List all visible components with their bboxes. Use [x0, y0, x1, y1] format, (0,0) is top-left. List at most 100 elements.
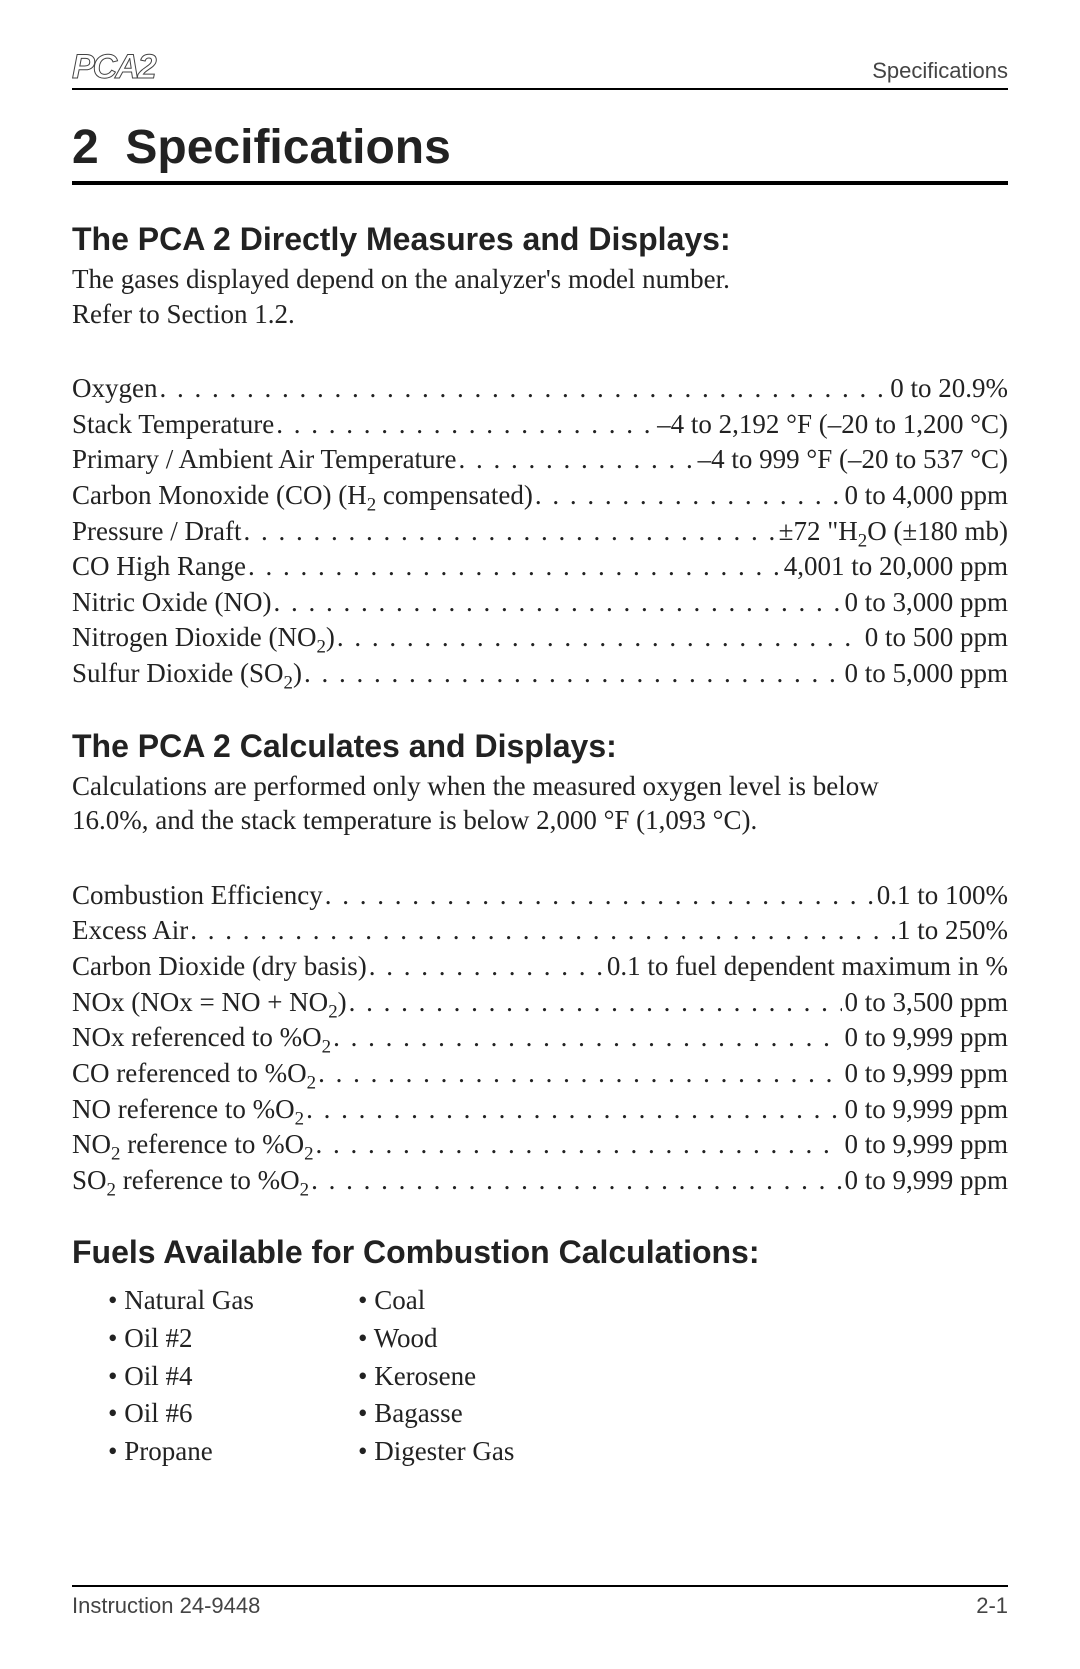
fuel-item: Bagasse [358, 1396, 658, 1432]
spec-value: 0 to 3,000 ppm [844, 585, 1008, 621]
fuel-item: Oil #4 [108, 1359, 358, 1395]
spec-dot-leader: . . . . . . . . . . . . . . . . . . . . … [535, 478, 843, 514]
spec-dot-leader: . . . . . . . . . . . . . . . . . . . . … [273, 585, 842, 621]
spec-value: 0 to 9,999 ppm [844, 1020, 1008, 1056]
spec-label: Nitrogen Dioxide (NO2) [72, 620, 335, 656]
fuel-item: Oil #6 [108, 1396, 358, 1432]
fuel-item: Natural Gas [108, 1283, 358, 1319]
spec-label: Carbon Monoxide (CO) (H2 compensated) [72, 478, 533, 514]
spec-dot-leader: . . . . . . . . . . . . . . . . . . . . … [190, 913, 895, 949]
spec-dot-leader: . . . . . . . . . . . . . . . . . . . . … [459, 442, 696, 478]
spec-row: Carbon Monoxide (CO) (H2 compensated) . … [72, 478, 1008, 514]
spec-value: 0 to 20.9% [890, 371, 1008, 407]
calculates-intro-line-1: Calculations are performed only when the… [72, 769, 1008, 804]
spec-dot-leader: . . . . . . . . . . . . . . . . . . . . … [333, 1020, 842, 1056]
fuel-item: Propane [108, 1434, 358, 1470]
spec-row: Excess Air . . . . . . . . . . . . . . .… [72, 913, 1008, 949]
spec-label: Pressure / Draft [72, 514, 241, 550]
footer-right: 2-1 [976, 1593, 1008, 1619]
spec-row: Nitric Oxide (NO) . . . . . . . . . . . … [72, 585, 1008, 621]
measures-intro-line-1: The gases displayed depend on the analyz… [72, 262, 1008, 297]
spec-dot-leader: . . . . . . . . . . . . . . . . . . . . … [318, 1056, 842, 1092]
fuel-item: Kerosene [358, 1359, 658, 1395]
spec-label: CO referenced to %O2 [72, 1056, 316, 1092]
chapter-title-text: Specifications [125, 121, 450, 174]
spec-value: 1 to 250% [897, 913, 1008, 949]
spec-row: Primary / Ambient Air Temperature . . . … [72, 442, 1008, 478]
fuels-grid: Natural GasCoalOil #2WoodOil #4KeroseneO… [108, 1283, 1008, 1469]
spec-row: Stack Temperature . . . . . . . . . . . … [72, 407, 1008, 443]
fuel-item: Digester Gas [358, 1434, 658, 1470]
spec-value: 0.1 to 100% [877, 878, 1008, 914]
spec-value: –4 to 999 °F (–20 to 537 °C) [698, 442, 1008, 478]
spec-row: Sulfur Dioxide (SO2) . . . . . . . . . .… [72, 656, 1008, 692]
chapter-title: 2 Specifications [72, 120, 1008, 185]
header-right-label: Specifications [872, 58, 1008, 84]
spec-row: Nitrogen Dioxide (NO2) . . . . . . . . .… [72, 620, 1008, 656]
spec-row: NO2 reference to %O2 . . . . . . . . . .… [72, 1127, 1008, 1163]
spec-dot-leader: . . . . . . . . . . . . . . . . . . . . … [306, 1092, 842, 1128]
spec-value: ±72 "H2O (±180 mb) [779, 514, 1008, 550]
spec-dot-leader: . . . . . . . . . . . . . . . . . . . . … [325, 878, 875, 914]
spec-row: NOx (NOx = NO + NO2) . . . . . . . . . .… [72, 985, 1008, 1021]
spec-value: 0 to 5,000 ppm [844, 656, 1008, 692]
spec-label: Sulfur Dioxide (SO2) [72, 656, 302, 692]
spec-row: NOx referenced to %O2 . . . . . . . . . … [72, 1020, 1008, 1056]
spec-dot-leader: . . . . . . . . . . . . . . . . . . . . … [304, 656, 843, 692]
spec-label: CO High Range [72, 549, 246, 585]
spec-value: 0 to 4,000 ppm [844, 478, 1008, 514]
page-footer: Instruction 24-9448 2-1 [72, 1585, 1008, 1619]
spec-label: Stack Temperature [72, 407, 274, 443]
section-heading-calculates: The PCA 2 Calculates and Displays: [72, 728, 1008, 765]
spec-value: 0 to 500 ppm [865, 620, 1008, 656]
page-header: PCA2 Specifications [72, 50, 1008, 90]
spec-label: Combustion Efficiency [72, 878, 323, 914]
spec-dot-leader: . . . . . . . . . . . . . . . . . . . . … [369, 949, 605, 985]
footer-left: Instruction 24-9448 [72, 1593, 260, 1619]
spec-value: 0 to 9,999 ppm [844, 1092, 1008, 1128]
spec-dot-leader: . . . . . . . . . . . . . . . . . . . . … [159, 371, 888, 407]
spec-row: Combustion Efficiency . . . . . . . . . … [72, 878, 1008, 914]
spec-value: 0 to 9,999 ppm [844, 1056, 1008, 1092]
spec-label: Primary / Ambient Air Temperature [72, 442, 457, 478]
fuel-item: Coal [358, 1283, 658, 1319]
chapter-number: 2 [72, 121, 99, 174]
spec-label: SO2 reference to %O2 [72, 1163, 309, 1199]
spec-dot-leader: . . . . . . . . . . . . . . . . . . . . … [316, 1127, 843, 1163]
spec-dot-leader: . . . . . . . . . . . . . . . . . . . . … [337, 620, 863, 656]
spec-value: 0 to 9,999 ppm [844, 1127, 1008, 1163]
measures-intro-line-2: Refer to Section 1.2. [72, 297, 1008, 332]
spec-label: NOx referenced to %O2 [72, 1020, 331, 1056]
spec-value: –4 to 2,192 °F (–20 to 1,200 °C) [657, 407, 1008, 443]
spec-value: 4,001 to 20,000 ppm [784, 549, 1008, 585]
spec-row: Oxygen . . . . . . . . . . . . . . . . .… [72, 371, 1008, 407]
section-heading-measures: The PCA 2 Directly Measures and Displays… [72, 221, 1008, 258]
spec-label: Nitric Oxide (NO) [72, 585, 271, 621]
calculates-intro-line-2: 16.0%, and the stack temperature is belo… [72, 803, 1008, 838]
spec-label: Excess Air [72, 913, 188, 949]
fuel-item: Oil #2 [108, 1321, 358, 1357]
spec-dot-leader: . . . . . . . . . . . . . . . . . . . . … [243, 514, 776, 550]
spec-row: Carbon Dioxide (dry basis) . . . . . . .… [72, 949, 1008, 985]
spec-row: Pressure / Draft . . . . . . . . . . . .… [72, 514, 1008, 550]
logo-text: PCA2 [72, 50, 155, 84]
calculates-spec-list: Combustion Efficiency . . . . . . . . . … [72, 878, 1008, 1199]
spec-row: CO referenced to %O2 . . . . . . . . . .… [72, 1056, 1008, 1092]
measures-spec-list: Oxygen . . . . . . . . . . . . . . . . .… [72, 371, 1008, 692]
spec-label: NOx (NOx = NO + NO2) [72, 985, 347, 1021]
fuels-block: Natural GasCoalOil #2WoodOil #4KeroseneO… [108, 1283, 1008, 1469]
spec-row: SO2 reference to %O2 . . . . . . . . . .… [72, 1163, 1008, 1199]
spec-label: Oxygen [72, 371, 157, 407]
spec-label: Carbon Dioxide (dry basis) [72, 949, 367, 985]
spec-value: 0 to 3,500 ppm [844, 985, 1008, 1021]
document-page: PCA2 Specifications 2 Specifications The… [0, 0, 1080, 1669]
spec-dot-leader: . . . . . . . . . . . . . . . . . . . . … [311, 1163, 842, 1199]
spec-label: NO reference to %O2 [72, 1092, 304, 1128]
section-heading-fuels: Fuels Available for Combustion Calculati… [72, 1234, 1008, 1271]
spec-dot-leader: . . . . . . . . . . . . . . . . . . . . … [349, 985, 843, 1021]
fuel-item: Wood [358, 1321, 658, 1357]
spec-value: 0 to 9,999 ppm [844, 1163, 1008, 1199]
spec-label: NO2 reference to %O2 [72, 1127, 314, 1163]
spec-dot-leader: . . . . . . . . . . . . . . . . . . . . … [248, 549, 782, 585]
spec-row: NO reference to %O2 . . . . . . . . . . … [72, 1092, 1008, 1128]
